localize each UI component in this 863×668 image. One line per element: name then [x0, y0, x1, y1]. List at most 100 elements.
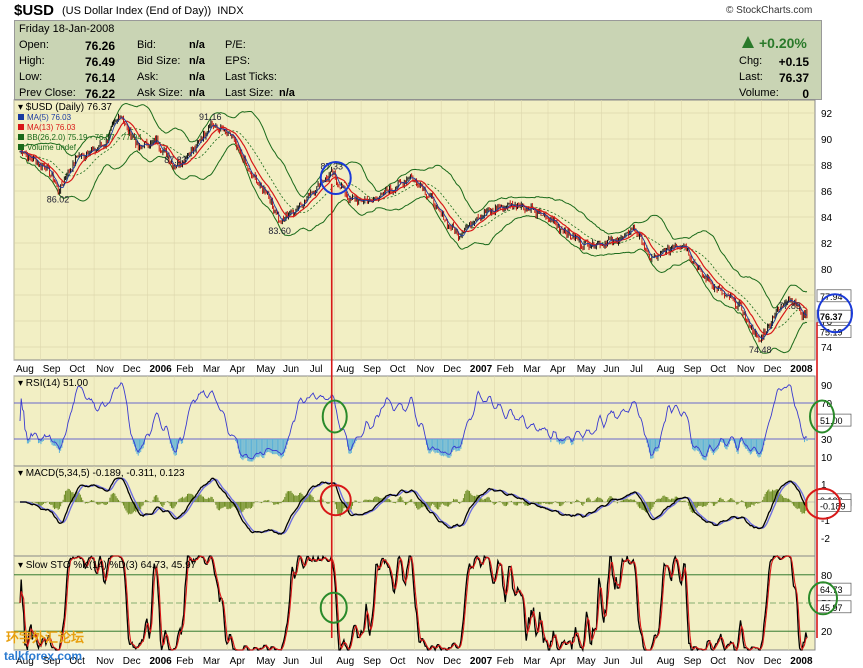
bidsize-label: Bid Size: [137, 55, 181, 67]
bottom-x-axis-month: Jun [603, 656, 619, 667]
x-axis-month: Jun [603, 364, 619, 375]
highlight-circle [817, 293, 853, 334]
rsi-title: ▾ RSI(14) 51.00 [18, 378, 88, 389]
bottom-x-axis-month: Oct [390, 656, 406, 667]
prev-value: 76.22 [85, 87, 116, 101]
bottom-x-axis-month: Nov [96, 656, 114, 667]
price-annotation: 83.60 [268, 226, 291, 236]
sto-y-tick: 20 [821, 627, 833, 638]
bottom-x-axis-month: Aug [16, 656, 34, 667]
last-label: Last: [739, 71, 763, 83]
sto-title: ▾ Slow STO %K(14) %D(3) 64.73, 45.97 [18, 560, 197, 571]
legend-entry: MA(13) 76.03 [27, 123, 76, 132]
rsi-last-label: 51.00 [820, 416, 843, 426]
legend-swatch [18, 124, 24, 130]
highlight-circle [319, 484, 352, 517]
x-axis-month: Aug [657, 364, 675, 375]
x-axis-month: Sep [684, 364, 702, 375]
price-y-tick: 74 [821, 343, 833, 354]
legend-entry: MA(5) 76.03 [27, 113, 72, 122]
bottom-x-axis-month: Feb [497, 656, 515, 667]
price-y-tick: 84 [821, 213, 833, 224]
highlight-circle [319, 161, 352, 195]
prev-label: Prev Close: [19, 87, 76, 99]
macd-line [20, 477, 808, 535]
bottom-x-axis-month: Jun [283, 656, 299, 667]
last-value-label: 77.94 [820, 292, 843, 302]
low-value: 76.14 [85, 71, 116, 85]
quote-panel: Friday 18-Jan-2008 Open: 76.26 High: 76.… [14, 20, 822, 101]
lastsize-value: n/a [279, 87, 295, 99]
rsi-y-tick: 30 [821, 435, 833, 446]
bottom-x-axis-month: Mar [523, 656, 541, 667]
bottom-x-axis-month: Jul [630, 656, 643, 667]
x-axis-month: Jun [283, 364, 299, 375]
x-axis-month: Dec [123, 364, 141, 375]
volume-value: 0 [802, 87, 809, 101]
ask-label: Ask: [137, 71, 159, 83]
ma5-line [19, 117, 808, 340]
highlight-circle [808, 581, 838, 616]
x-axis-month: Mar [203, 364, 221, 375]
high-label: High: [19, 55, 45, 67]
sto-y-tick: 80 [821, 571, 833, 582]
price-annotation: 91.16 [199, 112, 222, 122]
bottom-x-axis-month: Sep [43, 656, 61, 667]
price-annotation: 77.85 [778, 301, 801, 311]
symbol-title: $USD [14, 2, 55, 19]
bottom-x-axis-month: Apr [230, 656, 246, 667]
bottom-x-axis-month: Apr [550, 656, 566, 667]
low-label: Low: [19, 71, 43, 83]
legend-swatch [18, 114, 24, 120]
x-axis-month: Feb [176, 364, 194, 375]
pct-change: +0.20% [759, 35, 807, 51]
price-annotation: 74.48 [749, 345, 772, 355]
macd-y-tick: -1 [821, 516, 830, 527]
chg-value: +0.15 [778, 55, 809, 69]
price-y-tick: 90 [821, 135, 833, 146]
eps-label: EPS: [225, 55, 251, 67]
bottom-x-axis-month: Aug [336, 656, 354, 667]
price-annotation: 87.83 [164, 155, 187, 165]
x-axis-month: Oct [69, 364, 85, 375]
brand-link[interactable]: © StockCharts.com [726, 5, 813, 16]
symbol-name: (US Dollar Index (End of Day)) INDX [62, 5, 244, 17]
bottom-x-axis-month: Mar [203, 656, 221, 667]
x-axis-month: Dec [764, 364, 782, 375]
legend-swatch [18, 134, 24, 140]
bottom-x-axis-month: Dec [443, 656, 461, 667]
x-axis-month: Jul [630, 364, 643, 375]
asksize-value: n/a [189, 87, 205, 99]
bottom-x-axis-month: Feb [176, 656, 194, 667]
watermark-cn: 环宇外汇论坛 [6, 630, 84, 645]
sto-last-label: 45.97 [820, 603, 843, 613]
open-value: 76.26 [85, 39, 116, 53]
bottom-x-axis-month: Sep [684, 656, 702, 667]
rsi-y-tick: 90 [821, 381, 833, 392]
volume-label: Volume: [739, 87, 779, 99]
quote-date: Friday 18-Jan-2008 [19, 23, 115, 35]
up-arrow-icon [741, 35, 755, 49]
price-y-tick: 80 [821, 265, 833, 276]
bottom-x-axis-month: Dec [123, 656, 141, 667]
rsi-line [19, 382, 808, 460]
price-y-tick: 86 [821, 187, 833, 198]
bid-value: n/a [189, 39, 205, 51]
chg-label: Chg: [739, 55, 763, 67]
chart-header: $USD (US Dollar Index (End of Day)) INDX… [0, 0, 863, 20]
x-axis-month: Oct [390, 364, 406, 375]
x-axis-year: 2006 [150, 364, 173, 375]
macd-title: ▾ MACD(5,34,5) -0.189, -0.311, 0.123 [18, 468, 185, 479]
x-axis-month: Apr [550, 364, 566, 375]
x-axis-month: Aug [336, 364, 354, 375]
x-axis-month: Oct [710, 364, 726, 375]
highlight-circle [319, 591, 348, 624]
rsi-y-tick: 10 [821, 453, 833, 464]
x-axis-month: Aug [16, 364, 34, 375]
sto-d-line [19, 555, 808, 652]
price-annotation: 87.33 [320, 162, 343, 172]
legend-entry: Volume undef [27, 143, 77, 152]
bottom-x-axis-month: Nov [737, 656, 755, 667]
bottom-x-axis-year: 2008 [790, 656, 813, 667]
